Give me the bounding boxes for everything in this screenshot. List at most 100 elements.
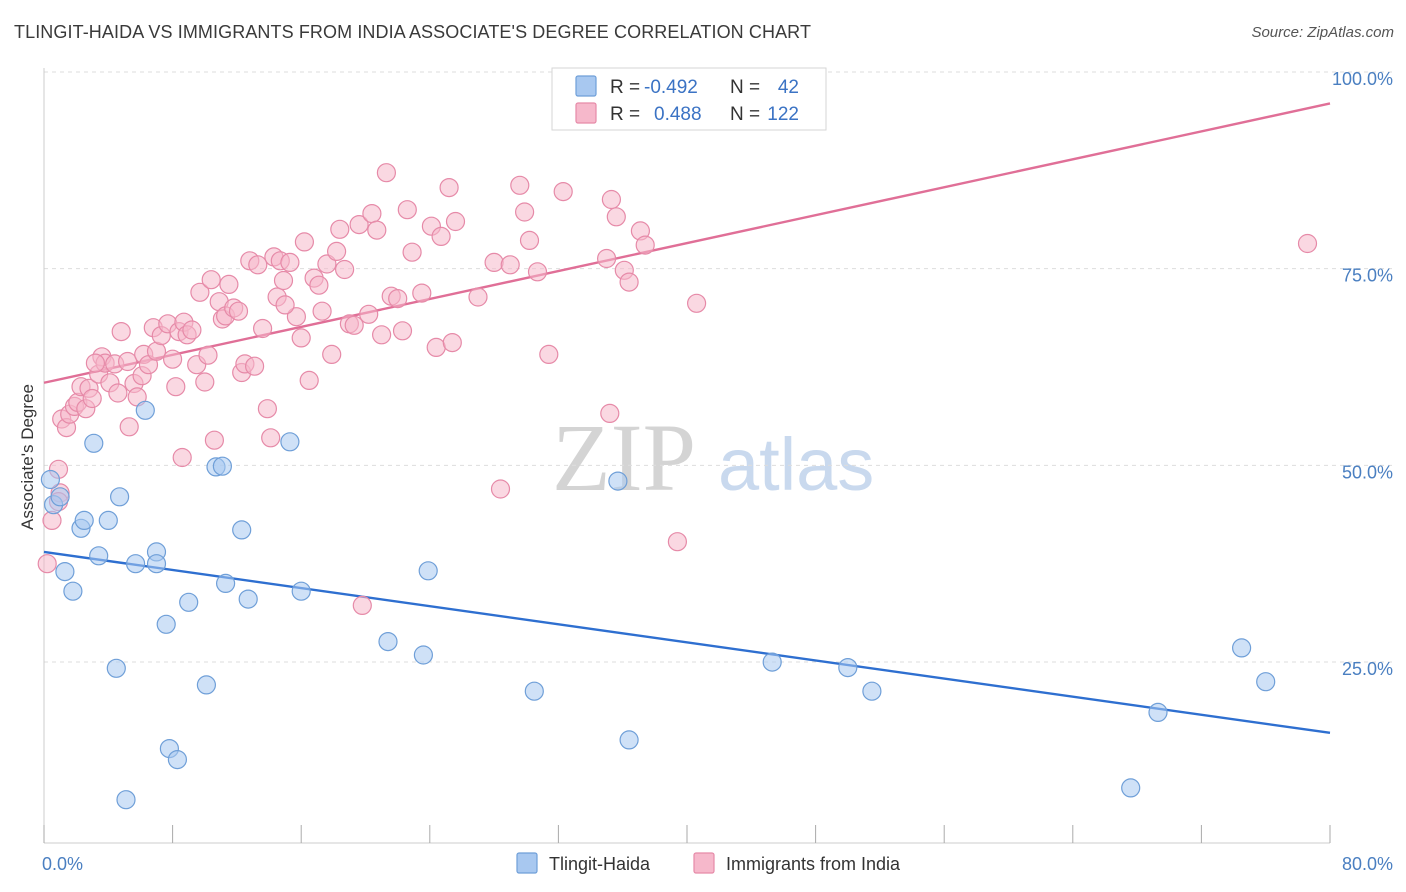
tlingit-haida-point-4 — [63, 581, 83, 601]
india-point-106 — [606, 207, 626, 227]
watermark-atlas: atlas — [718, 423, 874, 506]
india-point-76 — [349, 215, 369, 235]
tlingit-haida-point-36 — [862, 681, 882, 701]
grid — [44, 71, 1392, 663]
tlingit-haida-point-30 — [418, 561, 438, 581]
tlingit-haida-point-25 — [238, 589, 258, 609]
legend-frame — [551, 67, 827, 131]
india-point-101 — [539, 344, 559, 364]
india-point-69 — [317, 254, 337, 274]
legend-swatch-blue — [575, 75, 597, 97]
tlingit-haida-point-12 — [126, 554, 146, 574]
india-point-112 — [686, 293, 707, 313]
bottom-legend-swatch-pink — [693, 852, 715, 874]
india-point-94 — [468, 287, 488, 307]
legend-r-value-pink: 0.488 — [654, 104, 702, 125]
tlingit-haida-point-22 — [212, 456, 232, 476]
tlingit-haida-point-9 — [98, 510, 118, 531]
india-point-18 — [108, 383, 128, 403]
tlingit-haida-point-13 — [135, 400, 155, 420]
india-point-40 — [198, 345, 218, 365]
india-point-54 — [253, 318, 273, 339]
tlingit-haida-point-3 — [55, 561, 75, 582]
india-point-65 — [299, 370, 319, 390]
tlingit-haida-point-41 — [116, 790, 136, 810]
india-point-39 — [195, 372, 215, 392]
india-point-19 — [111, 322, 131, 342]
tlingit-haida-point-34 — [762, 652, 782, 672]
series-tlingit-haida — [40, 400, 1276, 810]
india-point-71 — [327, 241, 347, 261]
tlingit-haida-point-31 — [524, 681, 544, 701]
legend-r-value-blue: -0.492 — [644, 77, 698, 98]
bottom-legend-label-pink: Immigrants from India — [726, 854, 901, 874]
india-point-21 — [119, 417, 139, 437]
tlingit-haida-point-33 — [619, 730, 639, 750]
india-point-98 — [510, 175, 530, 195]
india-point-95 — [484, 252, 504, 272]
tlingit-haida-point-20 — [196, 675, 216, 695]
tlingit-haida-point-28 — [378, 631, 398, 652]
x-tick-label-1: 80.0% — [1342, 854, 1393, 874]
tlingit-haida-point-32 — [608, 471, 628, 491]
legend-n-value-pink: 122 — [767, 104, 799, 125]
india-point-82 — [376, 163, 396, 183]
axes — [43, 68, 1331, 844]
tlingit-haida-point-27 — [291, 581, 311, 601]
india-point-38 — [190, 282, 210, 302]
chart-title: TLINGIT-HAIDA VS IMMIGRANTS FROM INDIA A… — [14, 22, 812, 42]
india-point-96 — [490, 479, 511, 499]
series-immigrants-from-india — [37, 163, 1318, 616]
india-trend-line — [43, 102, 1331, 384]
india-point-55 — [257, 399, 277, 419]
tlingit-haida-point-7 — [84, 433, 104, 453]
tlingit-haida-point-10 — [106, 658, 126, 678]
india-point-48 — [228, 301, 249, 321]
india-point-86 — [402, 242, 422, 262]
india-point-75 — [344, 315, 364, 335]
india-point-72 — [330, 219, 350, 239]
y-tick-label-0: 25.0% — [1342, 659, 1393, 679]
india-point-113 — [1297, 233, 1318, 254]
india-point-64 — [294, 232, 314, 252]
y-tick-label-1: 50.0% — [1342, 462, 1393, 482]
tlingit-haida-point-37 — [1121, 778, 1141, 798]
x-tick-labels: 0.0% 80.0% — [42, 854, 1393, 874]
tlingit-haida-point-16 — [156, 614, 176, 634]
legend: R = -0.492 N = 42 R = 0.488 N = 122 — [551, 67, 827, 131]
tlingit-haida-point-18 — [167, 749, 187, 770]
india-point-0 — [37, 554, 57, 574]
india-point-62 — [286, 307, 306, 327]
tlingit-haida-point-11 — [109, 487, 130, 507]
india-point-41 — [201, 270, 221, 290]
india-point-87 — [412, 283, 432, 303]
y-tick-label-2: 75.0% — [1342, 266, 1393, 286]
india-point-90 — [431, 226, 451, 246]
india-point-105 — [601, 189, 622, 210]
watermark: ZIP atlas — [552, 404, 874, 511]
y-tick-label-3: 100.0% — [1332, 69, 1393, 89]
india-point-56 — [261, 428, 281, 448]
india-point-118 — [388, 289, 408, 309]
tlingit-haida-point-26 — [280, 432, 300, 452]
india-point-97 — [500, 255, 520, 275]
india-point-46 — [219, 274, 239, 294]
tlingit-haida-point-0 — [40, 469, 61, 490]
tlingit-haida-point-23 — [216, 573, 236, 594]
india-point-99 — [514, 202, 535, 222]
legend-r-label-blue: R = — [610, 77, 640, 98]
y-tick-labels: 25.0% 50.0% 75.0% 100.0% — [1332, 69, 1393, 679]
india-point-116 — [85, 353, 106, 373]
legend-r-label-pink: R = — [610, 104, 640, 125]
india-point-117 — [275, 295, 295, 315]
x-tick-label-0: 0.0% — [42, 854, 83, 874]
bottom-legend-swatch-blue — [516, 852, 538, 874]
india-point-89 — [426, 337, 446, 357]
india-point-102 — [553, 182, 573, 202]
india-point-108 — [619, 272, 639, 292]
y-axis-title: Associate's Degree — [18, 384, 37, 530]
bottom-legend-label-blue: Tlingit-Haida — [549, 854, 651, 874]
india-point-68 — [312, 301, 332, 321]
tlingit-haida-point-35 — [838, 657, 858, 678]
bottom-legend: Tlingit-Haida Immigrants from India — [516, 852, 901, 874]
